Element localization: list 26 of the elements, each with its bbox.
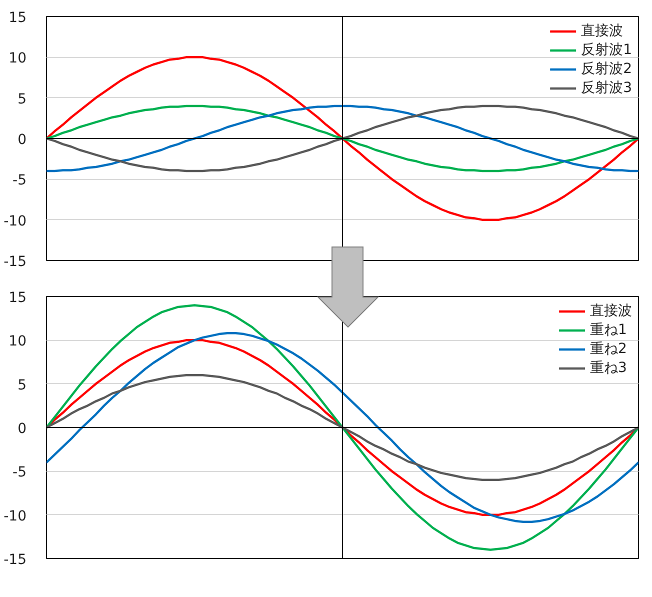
legend-label: 重ね3	[590, 359, 627, 377]
line-series	[46, 104, 638, 172]
y-tick-label: -10	[4, 508, 27, 524]
y-tick-label: -15	[4, 552, 27, 568]
y-tick-label: 0	[18, 132, 27, 148]
y-tick-label: -10	[4, 213, 27, 230]
y-tick-label: 15	[8, 290, 27, 306]
y-tick-label: 10	[8, 334, 27, 350]
legend-label: 反射波1	[581, 41, 632, 59]
legend-label: 直接波	[590, 302, 632, 320]
legend-label: 直接波	[581, 22, 624, 40]
legend-label: 反射波3	[581, 79, 632, 97]
y-tick-label: -5	[12, 464, 27, 481]
y-tick-label: 5	[18, 377, 27, 394]
y-tick-label: -5	[12, 172, 27, 189]
legend-label: 重ね1	[590, 321, 627, 339]
y-tick-label: 10	[8, 50, 27, 67]
y-tick-label: -15	[4, 254, 27, 270]
line-series	[46, 304, 638, 551]
line-series	[46, 374, 638, 482]
legend-label: 反射波2	[581, 60, 632, 78]
line-series	[46, 56, 638, 221]
y-tick-label: 5	[18, 91, 27, 108]
legend-label: 重ね2	[590, 340, 627, 358]
y-tick-label: 15	[8, 10, 27, 26]
y-tick-label: 0	[18, 421, 27, 437]
